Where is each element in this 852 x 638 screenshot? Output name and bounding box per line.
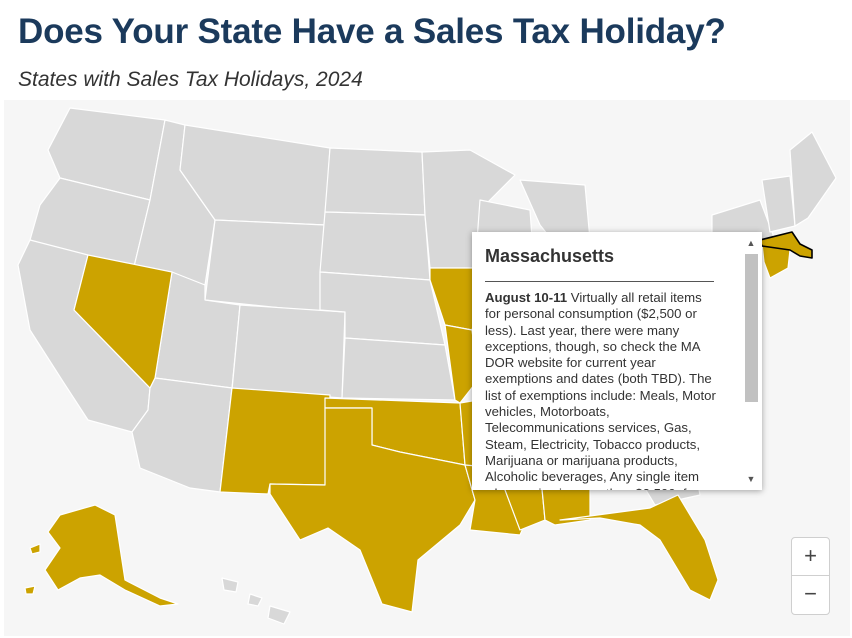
state-missouri[interactable] [444,324,479,404]
state-kansas[interactable] [341,337,456,401]
scrollbar-thumb[interactable] [745,254,758,402]
zoom-control: + − [791,537,830,615]
alaska-island-1[interactable] [29,543,41,555]
state-south-dakota[interactable] [319,211,431,281]
state-texas[interactable] [269,407,476,613]
state-colorado[interactable] [231,304,346,399]
state-alaska[interactable] [44,504,179,607]
state-new-mexico[interactable] [219,387,331,495]
state-florida[interactable] [559,494,719,601]
state-north-dakota[interactable] [324,147,426,216]
tooltip-date: August 10-11 [485,290,568,305]
tooltip-scrollbar[interactable]: ▲ ▼ [744,236,758,486]
tooltip-title: Massachusetts [485,246,615,266]
state-nevada[interactable] [73,254,173,389]
tooltip-body: August 10-11 Virtually all retail items … [485,290,717,490]
page-title: Does Your State Have a Sales Tax Holiday… [18,12,726,51]
tooltip-divider [485,281,714,282]
zoom-in-button[interactable]: + [792,538,829,576]
alaska-island-2[interactable] [24,585,36,595]
zoom-out-button[interactable]: − [804,581,817,606]
tooltip-text: Virtually all retail items for personal … [485,290,716,490]
triangle-up-icon[interactable]: ▲ [746,238,756,248]
state-wyoming[interactable] [204,219,326,313]
triangle-down-icon[interactable]: ▼ [746,474,756,484]
state-tooltip[interactable]: Massachusetts August 10-11 Virtually all… [472,232,762,490]
state-maine[interactable] [789,131,837,227]
page-subtitle: States with Sales Tax Holidays, 2024 [18,68,363,91]
state-hawaii[interactable] [221,577,291,625]
state-massachusetts[interactable] [759,231,813,259]
